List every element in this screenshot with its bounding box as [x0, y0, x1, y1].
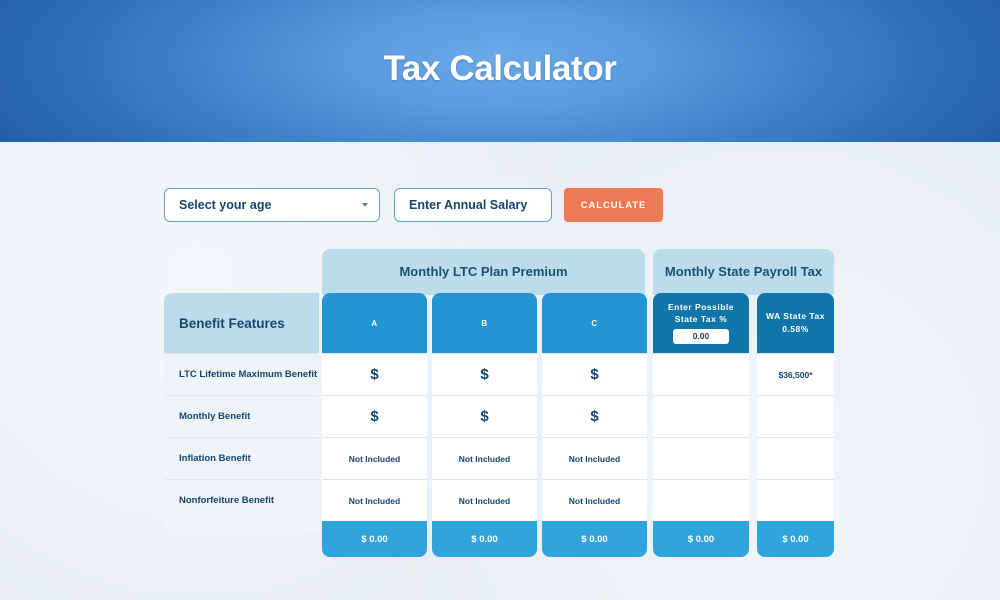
annual-salary-placeholder: Enter Annual Salary — [409, 198, 528, 212]
possible-state-tax-header-line1: Enter Possible — [667, 301, 735, 312]
wa-state-tax-column: WA State Tax 0.58% $36,500* $ 0.00 — [757, 293, 834, 557]
row-label-ltc-lifetime-maximum-benefit: LTC Lifetime Maximum Benefit — [164, 353, 319, 395]
possible-state-tax-total: $ 0.00 — [653, 521, 749, 557]
group-header-state-payroll-tax: Monthly State Payroll Tax — [653, 249, 834, 295]
wa-state-tax-ltc-lifetime-maximum-benefit: $36,500* — [757, 353, 834, 395]
possible-state-tax-monthly-benefit — [653, 395, 749, 437]
wa-state-tax-inflation-benefit — [757, 437, 834, 479]
age-select-label: Select your age — [179, 198, 272, 212]
wa-state-tax-header: WA State Tax 0.58% — [757, 293, 834, 353]
plan-a-header: A — [322, 293, 427, 353]
benefit-features-column: Benefit Features LTC Lifetime Maximum Be… — [164, 293, 319, 533]
group-header-row: Monthly LTC Plan Premium Monthly State P… — [164, 249, 834, 295]
possible-state-tax-nonforfeiture-benefit — [653, 479, 749, 521]
plan-b-monthly-benefit[interactable]: $ — [432, 395, 537, 437]
annual-salary-input[interactable]: Enter Annual Salary — [394, 188, 552, 222]
plan-a-inflation-benefit: Not Included — [322, 437, 427, 479]
plan-c-total: $ 0.00 — [542, 521, 647, 557]
possible-state-tax-header-line2: State Tax % — [674, 314, 728, 324]
wa-state-tax-header-line2: 0.58% — [782, 323, 809, 334]
wa-state-tax-header-line1: WA State Tax — [766, 311, 825, 322]
plan-c-monthly-benefit[interactable]: $ — [542, 395, 647, 437]
plan-c-inflation-benefit: Not Included — [542, 437, 647, 479]
controls-row: Select your age Enter Annual Salary CALC… — [164, 188, 663, 222]
benefit-features-header: Benefit Features — [164, 293, 319, 353]
plan-c-header: C — [542, 293, 647, 353]
possible-state-tax-inflation-benefit — [653, 437, 749, 479]
plan-b-header: B — [432, 293, 537, 353]
chevron-down-icon — [362, 203, 368, 207]
possible-state-tax-ltc-lifetime-maximum-benefit — [653, 353, 749, 395]
state-tax-percent-input[interactable]: 0.00 — [673, 329, 729, 345]
wa-state-tax-monthly-benefit — [757, 395, 834, 437]
page-header-banner: Tax Calculator — [0, 0, 1000, 142]
calculate-button[interactable]: CALCULATE — [564, 188, 663, 222]
row-label-inflation-benefit: Inflation Benefit — [164, 437, 319, 479]
plan-b-total: $ 0.00 — [432, 521, 537, 557]
plan-a-total: $ 0.00 — [322, 521, 427, 557]
plan-b-inflation-benefit: Not Included — [432, 437, 537, 479]
plan-b-ltc-lifetime-maximum-benefit[interactable]: $ — [432, 353, 537, 395]
plan-c-ltc-lifetime-maximum-benefit[interactable]: $ — [542, 353, 647, 395]
plan-a-nonforfeiture-benefit: Not Included — [322, 479, 427, 521]
row-label-nonforfeiture-benefit: Nonforfeiture Benefit — [164, 479, 319, 521]
plan-column-b: B $ $ Not Included Not Included $ 0.00 — [432, 293, 537, 557]
plan-a-monthly-benefit[interactable]: $ — [322, 395, 427, 437]
wa-state-tax-total: $ 0.00 — [757, 521, 834, 557]
page-title: Tax Calculator — [383, 49, 617, 88]
group-header-ltc-premium: Monthly LTC Plan Premium — [322, 249, 645, 295]
page-body: Select your age Enter Annual Salary CALC… — [0, 142, 1000, 600]
plan-c-nonforfeiture-benefit: Not Included — [542, 479, 647, 521]
results-table: Monthly LTC Plan Premium Monthly State P… — [164, 249, 834, 569]
row-label-monthly-benefit: Monthly Benefit — [164, 395, 319, 437]
plan-a-ltc-lifetime-maximum-benefit[interactable]: $ — [322, 353, 427, 395]
possible-state-tax-header: Enter Possible State Tax % 0.00 — [653, 293, 749, 353]
plan-b-nonforfeiture-benefit: Not Included — [432, 479, 537, 521]
plan-column-a: A $ $ Not Included Not Included $ 0.00 — [322, 293, 427, 557]
age-select[interactable]: Select your age — [164, 188, 380, 222]
possible-state-tax-column: Enter Possible State Tax % 0.00 $ 0.00 — [653, 293, 749, 557]
plan-column-c: C $ $ Not Included Not Included $ 0.00 — [542, 293, 647, 557]
wa-state-tax-nonforfeiture-benefit — [757, 479, 834, 521]
